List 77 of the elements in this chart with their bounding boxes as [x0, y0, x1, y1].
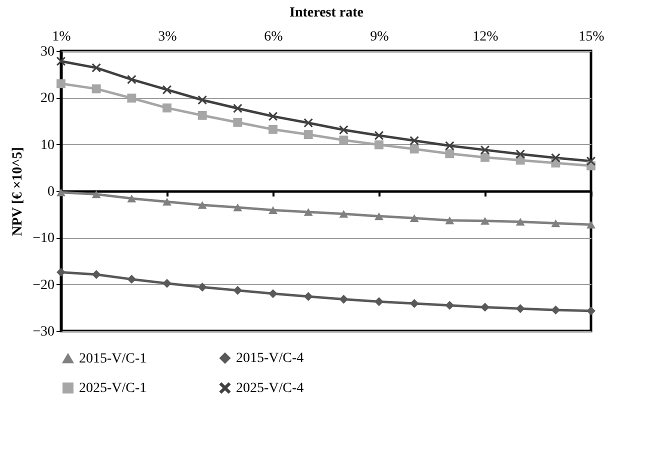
point: [304, 130, 313, 140]
point: [233, 203, 242, 212]
point: [339, 136, 348, 145]
point: [198, 110, 207, 120]
y-tick-label: 0: [48, 184, 54, 200]
point: [516, 218, 525, 226]
point: [480, 152, 490, 162]
legend-label: 2025-V/C-4: [236, 381, 304, 396]
point: [198, 201, 207, 209]
y-tick-label: 20: [40, 91, 54, 106]
point: [339, 125, 348, 134]
point: [162, 85, 172, 94]
x-axis-title: Interest rate: [290, 6, 364, 20]
point: [445, 149, 454, 158]
point: [445, 141, 454, 150]
point: [56, 268, 66, 277]
point: [410, 214, 419, 222]
point: [304, 118, 313, 128]
point: [374, 130, 384, 140]
point: [233, 118, 242, 127]
point: [586, 306, 596, 316]
point: [268, 206, 278, 214]
point: [92, 270, 101, 280]
point: [480, 216, 490, 225]
point: [374, 140, 384, 150]
point: [162, 103, 172, 112]
point: [268, 124, 278, 134]
x-tick-label: 3%: [158, 30, 178, 44]
point: [410, 298, 419, 308]
point: [56, 56, 66, 66]
x-tick-label: 1%: [52, 30, 72, 44]
point: [162, 198, 172, 206]
point: [127, 94, 136, 103]
point: [127, 74, 136, 84]
y-tick-label: 10: [40, 138, 54, 153]
point: [127, 274, 136, 284]
point: [374, 297, 384, 306]
point: [445, 300, 454, 310]
point: [516, 150, 525, 159]
point: [268, 289, 278, 298]
x-tick-label: 6%: [264, 30, 284, 44]
legend-label: 2015-V/C-1: [79, 351, 147, 366]
point: [551, 306, 560, 314]
y-tick-label: −20: [32, 278, 54, 293]
point: [198, 282, 207, 292]
point: [480, 145, 490, 154]
point: [374, 212, 384, 220]
legend-label: 2015-V/C-4: [236, 351, 304, 366]
point: [410, 136, 419, 146]
point: [304, 292, 313, 301]
legend-label: 2025-V/C-1: [79, 381, 147, 396]
y-tick-label: −30: [32, 324, 54, 340]
point: [304, 208, 313, 216]
point: [551, 153, 560, 162]
point: [127, 194, 136, 202]
point: [92, 63, 101, 72]
y-axis-title: NPV [€ ×10^5]: [10, 147, 26, 236]
point: [92, 190, 101, 198]
point: [480, 302, 490, 312]
point: [551, 219, 560, 228]
x-tick-label: 12%: [472, 30, 499, 44]
point: [516, 304, 525, 314]
point: [56, 188, 66, 196]
point: [92, 84, 101, 94]
point: [233, 286, 242, 295]
y-tick-label: 30: [40, 44, 54, 60]
point: [586, 220, 596, 228]
point: [445, 216, 454, 224]
point: [56, 79, 66, 88]
point: [162, 278, 172, 288]
point: [339, 294, 348, 304]
y-tick-label: −10: [32, 231, 54, 246]
point: [233, 104, 242, 113]
point: [410, 144, 419, 154]
x-tick-label: 9%: [370, 30, 390, 44]
point: [339, 210, 348, 218]
x-tick-label: 15%: [578, 30, 605, 44]
